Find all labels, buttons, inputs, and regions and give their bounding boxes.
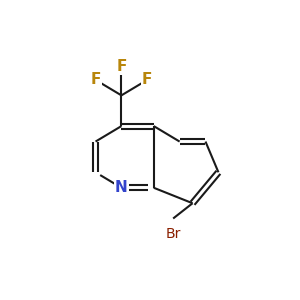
Text: Br: Br [166, 227, 181, 241]
Text: F: F [142, 72, 152, 87]
Text: N: N [115, 180, 128, 195]
Text: F: F [116, 58, 127, 74]
Text: F: F [90, 72, 101, 87]
